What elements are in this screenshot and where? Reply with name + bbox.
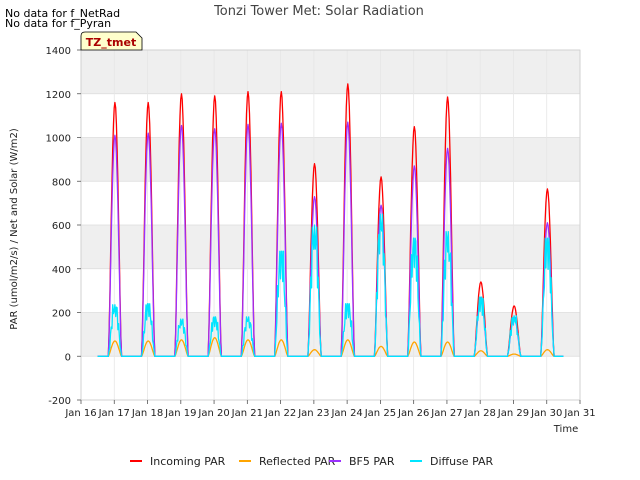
y-tick-label: 400 — [52, 265, 71, 276]
x-tick-label: Jan 21 — [231, 408, 263, 419]
x-tick-label: Jan 23 — [297, 408, 329, 419]
x-tick-label: Jan 25 — [364, 408, 396, 419]
y-tick-label: 600 — [52, 221, 71, 232]
no-data-note-netrad: No data for f_NetRad — [5, 7, 121, 20]
legend-item-incoming-par-label: Incoming PAR — [150, 455, 226, 468]
y-tick-label: 1400 — [46, 46, 71, 57]
legend-item-diffuse-par-label: Diffuse PAR — [430, 455, 494, 468]
series-layer — [97, 83, 564, 357]
y-tick-label: 200 — [52, 309, 71, 320]
plot-band — [81, 137, 580, 182]
x-axis-label: Time — [553, 424, 578, 435]
x-tick-label: Jan 29 — [497, 408, 529, 419]
x-tick-label: Jan 30 — [530, 408, 562, 419]
x-tick-label: Jan 19 — [164, 408, 196, 419]
x-tick-label: Jan 31 — [563, 408, 595, 419]
legend-item-reflected-par-label: Reflected PAR — [259, 455, 336, 468]
plot-band — [81, 50, 580, 94]
plot-band — [81, 225, 580, 269]
x-axis-ticks: Jan 16 Jan 17 Jan 18 Jan 19 Jan 20 Jan 21 Jan … — [64, 400, 596, 419]
site-badge: TZ_tmet — [80, 31, 143, 51]
plot-background — [81, 50, 580, 400]
legend: Incoming PAR Reflected PAR BF5 PAR Diffuse … — [130, 455, 494, 468]
y-tick-label: 0 — [65, 352, 71, 363]
x-tick-label: Jan 22 — [264, 408, 296, 419]
x-tick-label: Jan 26 — [397, 408, 429, 419]
site-badge-label: TZ_tmet — [86, 36, 136, 49]
x-tick-label: Jan 20 — [197, 408, 229, 419]
x-tick-label: Jan 16 — [64, 408, 96, 419]
series-diffuse-par — [97, 213, 564, 357]
no-data-note-pyran: No data for f_Pyran — [5, 17, 112, 30]
x-tick-label: Jan 24 — [330, 408, 362, 419]
y-tick-label: 1200 — [46, 90, 71, 101]
x-tick-label: Jan 27 — [430, 408, 462, 419]
plot-band — [81, 312, 580, 357]
x-tick-label: Jan 18 — [131, 408, 163, 419]
y-axis-label: PAR (umol/m2/s) / Net and Solar (W/m2) — [9, 128, 20, 330]
y-tick-label: 800 — [52, 177, 71, 188]
legend-item-bf5-par-label: BF5 PAR — [349, 455, 395, 468]
y-tick-label: 1000 — [46, 134, 71, 145]
y-axis-ticks: -200 0 200 400 600 800 1000 1200 1400 — [46, 46, 81, 407]
x-tick-label: Jan 17 — [98, 408, 130, 419]
y-tick-label: -200 — [48, 396, 71, 407]
chart-title: Tonzi Tower Met: Solar Radiation — [213, 4, 424, 19]
x-tick-label: Jan 28 — [464, 408, 496, 419]
